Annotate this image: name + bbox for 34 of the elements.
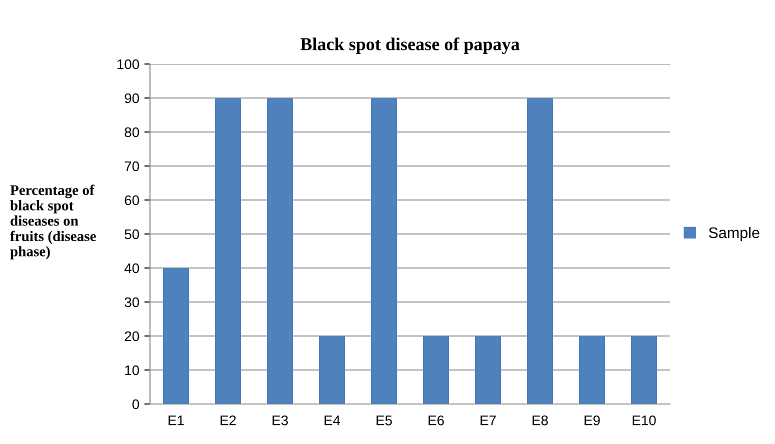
x-tick-label: E1 xyxy=(168,416,184,426)
y-tick-label: 40 xyxy=(124,263,140,274)
legend-label: Sample xyxy=(708,226,760,242)
bar xyxy=(423,336,449,404)
bar xyxy=(267,98,293,404)
y-tick-label: 80 xyxy=(124,127,140,138)
y-tick-label: 90 xyxy=(124,93,140,104)
bar xyxy=(475,336,501,404)
y-tick-label: 70 xyxy=(124,161,140,172)
x-tick-label: E4 xyxy=(324,416,340,426)
y-tick-label: 60 xyxy=(124,195,140,206)
bar xyxy=(631,336,657,404)
y-tick-label: 100 xyxy=(117,59,140,70)
x-tick-label: E9 xyxy=(584,415,600,426)
y-axis-title: Percentage of black spot diseases on fruits (disease phase) xyxy=(10,184,96,260)
y-tick-label: 10 xyxy=(125,365,140,376)
x-tick-label: E3 xyxy=(272,415,288,426)
y-tick-label: 30 xyxy=(124,297,140,308)
bar xyxy=(579,336,605,404)
x-tick-label: E5 xyxy=(376,416,392,426)
bar xyxy=(319,336,345,404)
bar xyxy=(527,98,553,404)
bar xyxy=(215,98,241,404)
y-tick-label: 20 xyxy=(124,331,140,342)
bar xyxy=(371,98,397,404)
chart-title: Black spot disease of papaya xyxy=(300,37,520,54)
bar xyxy=(163,268,189,404)
x-tick-label: E2 xyxy=(220,415,236,426)
x-tick-label: E8 xyxy=(532,415,548,426)
y-tick-label: 50 xyxy=(124,229,140,240)
x-tick-label: E7 xyxy=(480,416,496,426)
y-tick-label: 0 xyxy=(132,399,140,410)
x-tick-label: E10 xyxy=(632,415,656,426)
x-tick-label: E6 xyxy=(428,415,444,426)
